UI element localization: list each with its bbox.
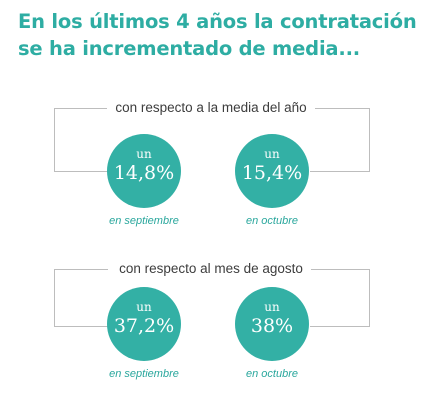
- stat-prefix: un: [136, 300, 152, 314]
- stat-value: 38%: [250, 315, 294, 337]
- page-title: En los últimos 4 años la contratación se…: [18, 8, 418, 62]
- section-mes-de-agosto: con respecto al mes de agosto un 37,2% e…: [0, 257, 422, 397]
- stat-caption: en octubre: [246, 368, 298, 380]
- section-label: con respecto al mes de agosto: [0, 260, 422, 278]
- stat-octubre: un 15,4% en octubre: [227, 134, 317, 228]
- section-media-del-ano: con respecto a la media del año un 14,8%…: [0, 96, 422, 228]
- bracket-right: [310, 108, 370, 172]
- stat-septiembre: un 14,8% en septiembre: [99, 134, 189, 228]
- stat-bubble: un 38%: [235, 287, 309, 361]
- section-label: con respecto a la media del año: [0, 99, 422, 117]
- stat-bubble: un 37,2%: [107, 287, 181, 361]
- stat-octubre: un 38% en octubre: [227, 287, 317, 381]
- stat-value: 14,8%: [113, 162, 175, 184]
- stat-prefix: un: [264, 300, 280, 314]
- stat-caption: en octubre: [246, 215, 298, 227]
- stat-caption: en septiembre: [109, 368, 179, 380]
- stat-value: 15,4%: [241, 162, 303, 184]
- stat-caption: en septiembre: [109, 215, 179, 227]
- bracket-right: [310, 269, 370, 327]
- stat-value: 37,2%: [113, 315, 175, 337]
- bracket-left: [54, 269, 108, 327]
- section-label-text: con respecto al mes de agosto: [111, 261, 311, 276]
- stat-bubble: un 15,4%: [235, 134, 309, 208]
- section-label-text: con respecto a la media del año: [107, 100, 315, 115]
- title-line-2: se ha incrementado de media...: [18, 37, 361, 60]
- stat-prefix: un: [136, 147, 152, 161]
- stat-septiembre: un 37,2% en septiembre: [99, 287, 189, 381]
- title-line-1: En los últimos 4 años la contratación: [18, 10, 417, 33]
- stat-bubble: un 14,8%: [107, 134, 181, 208]
- stat-prefix: un: [264, 147, 280, 161]
- bracket-left: [54, 108, 108, 172]
